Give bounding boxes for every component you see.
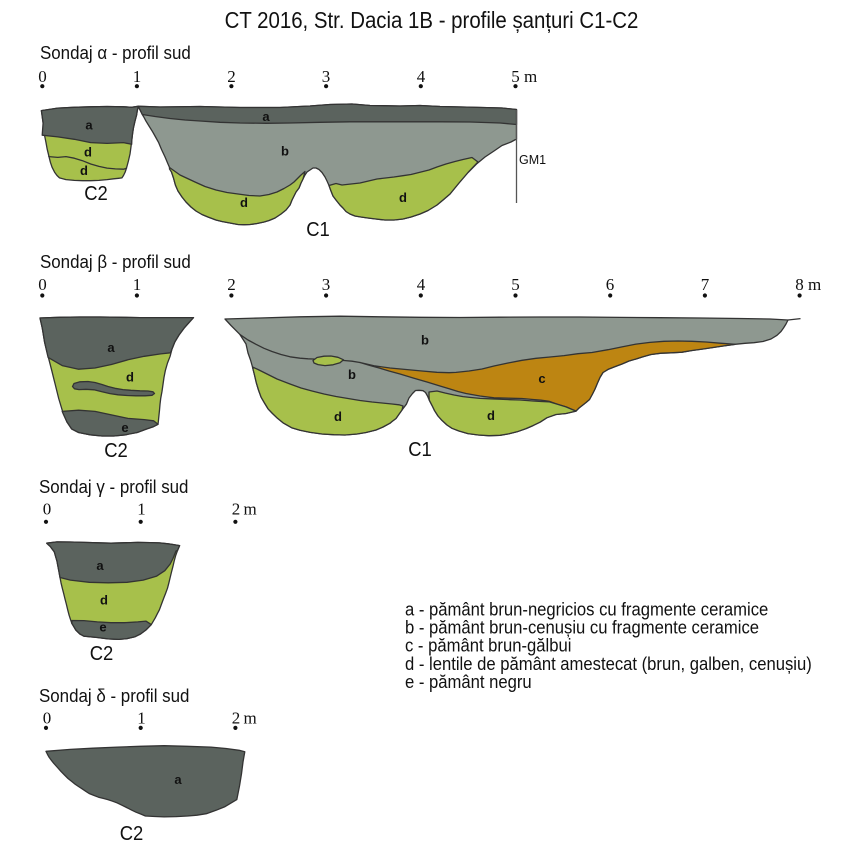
svg-text:1: 1 <box>137 709 146 728</box>
svg-text:a: a <box>96 558 104 573</box>
svg-text:CT 2016, Str. Dacia 1B - profi: CT 2016, Str. Dacia 1B - profile șanțuri… <box>225 7 639 33</box>
svg-text:1: 1 <box>133 67 142 86</box>
svg-text:0: 0 <box>43 709 52 728</box>
svg-text:b: b <box>281 144 289 159</box>
svg-text:b: b <box>348 367 356 382</box>
svg-text:0: 0 <box>38 67 47 86</box>
svg-text:e: e <box>99 620 106 635</box>
svg-text:GM1: GM1 <box>519 153 546 167</box>
svg-text:2: 2 <box>227 275 236 294</box>
svg-text:m: m <box>244 500 257 519</box>
svg-text:a: a <box>107 340 115 355</box>
svg-text:2: 2 <box>232 709 241 728</box>
svg-text:b: b <box>421 333 429 348</box>
svg-text:C2: C2 <box>84 182 108 205</box>
svg-text:c: c <box>538 371 545 386</box>
svg-text:e: e <box>121 420 128 435</box>
svg-text:m: m <box>244 709 257 728</box>
svg-text:6: 6 <box>606 275 615 294</box>
svg-text:5: 5 <box>511 275 520 294</box>
svg-text:a - pământ brun-negricios cu f: a - pământ brun-negricios cu fragmente c… <box>405 599 768 620</box>
svg-text:b - pământ brun-cenușiu cu fra: b - pământ brun-cenușiu cu fragmente cer… <box>405 617 759 638</box>
svg-text:a: a <box>262 109 270 124</box>
svg-text:Sondaj α - profil sud: Sondaj α - profil sud <box>40 42 191 63</box>
svg-text:a: a <box>174 772 182 787</box>
svg-text:a: a <box>85 118 93 133</box>
svg-text:C1: C1 <box>408 438 432 461</box>
svg-text:d: d <box>126 370 134 385</box>
svg-text:C2: C2 <box>120 822 144 845</box>
svg-text:m: m <box>808 275 821 294</box>
svg-text:2: 2 <box>227 67 236 86</box>
svg-text:8: 8 <box>795 275 804 294</box>
svg-text:3: 3 <box>322 67 331 86</box>
svg-text:0: 0 <box>43 500 52 519</box>
svg-text:0: 0 <box>38 275 47 294</box>
svg-text:Sondaj β - profil sud: Sondaj β - profil sud <box>40 251 191 272</box>
svg-text:C1: C1 <box>306 218 330 241</box>
svg-text:C2: C2 <box>90 642 114 665</box>
svg-text:C2: C2 <box>104 439 128 462</box>
svg-text:4: 4 <box>417 275 426 294</box>
svg-text:3: 3 <box>322 275 331 294</box>
svg-text:e - pământ negru: e - pământ negru <box>405 671 532 692</box>
svg-text:d: d <box>80 163 88 178</box>
svg-text:d - lentile de pământ amesteca: d - lentile de pământ amestecat (brun, g… <box>405 653 812 674</box>
svg-text:d: d <box>399 190 407 205</box>
svg-text:2: 2 <box>232 500 241 519</box>
svg-text:d: d <box>487 408 495 423</box>
svg-text:m: m <box>524 67 537 86</box>
svg-text:d: d <box>100 593 108 608</box>
svg-text:7: 7 <box>701 275 710 294</box>
svg-text:d: d <box>240 195 248 210</box>
svg-text:Sondaj δ - profil sud: Sondaj δ - profil sud <box>39 685 189 706</box>
svg-text:c - pământ brun-gălbui: c - pământ brun-gălbui <box>405 635 571 656</box>
svg-text:1: 1 <box>137 500 146 519</box>
svg-text:1: 1 <box>133 275 142 294</box>
svg-text:5: 5 <box>511 67 520 86</box>
svg-text:d: d <box>334 409 342 424</box>
svg-text:4: 4 <box>417 67 426 86</box>
svg-text:d: d <box>84 145 92 160</box>
svg-text:Sondaj γ - profil sud: Sondaj γ - profil sud <box>39 476 188 497</box>
